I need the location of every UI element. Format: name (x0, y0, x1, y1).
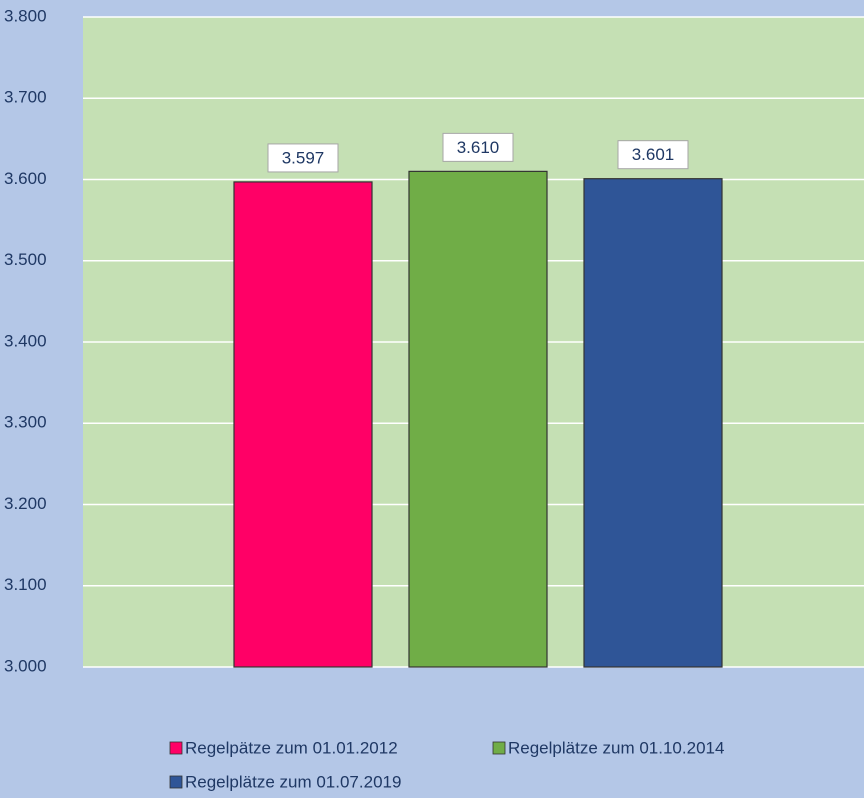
legend-swatch (169, 741, 183, 755)
y-tick-label: 3.700 (4, 88, 47, 107)
legend-swatch (169, 775, 183, 789)
data-label: 3.601 (632, 145, 675, 164)
y-tick-label: 3.800 (4, 6, 47, 25)
bar (233, 181, 373, 668)
legend-label: Regelpätze zum 01.01.2012 (185, 738, 398, 757)
y-tick-label: 3.500 (4, 250, 47, 269)
y-tick-label: 3.400 (4, 331, 47, 350)
data-label-box (442, 132, 514, 162)
data-label: 3.610 (457, 138, 500, 157)
data-label-box (617, 140, 689, 170)
data-label: 3.597 (282, 148, 325, 167)
legend-label: Regelplätze zum 01.07.2019 (185, 772, 401, 791)
y-tick-label: 3.200 (4, 494, 47, 513)
y-tick-label: 3.300 (4, 413, 47, 432)
legend-swatch (492, 741, 506, 755)
bar (583, 178, 723, 668)
y-tick-label: 3.100 (4, 575, 47, 594)
y-tick-label: 3.000 (4, 656, 47, 675)
bar (408, 170, 548, 668)
legend-label: Regelplätze zum 01.10.2014 (508, 738, 724, 757)
data-label-box (267, 143, 339, 173)
y-tick-label: 3.600 (4, 169, 47, 188)
